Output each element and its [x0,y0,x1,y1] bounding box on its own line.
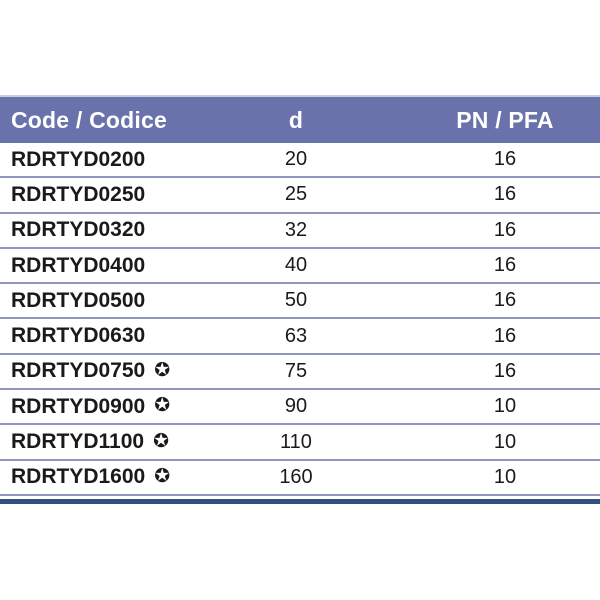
product-code: RDRTYD0320 [11,218,146,242]
diameter-value: 63 [284,324,308,347]
diameter-value: 32 [284,218,308,241]
certified-star-icon: ✪ [154,358,171,381]
product-table: Code / Codice d PN / PFA RDRTYD0200 20 1… [0,95,600,504]
product-code: RDRTYD0400 [11,253,146,277]
pn-pfa-value: 10 [493,465,517,488]
product-code: RDRTYD0750 [11,359,146,383]
table-header-row: Code / Codice d PN / PFA [0,95,600,143]
product-code: RDRTYD1100 [11,430,145,454]
pn-pfa-value: 16 [493,254,517,277]
diameter-value: 50 [284,289,308,312]
table-row: RDRTYD0500 50 16 [0,284,600,320]
column-header-d: d [288,106,304,133]
diameter-value: 40 [284,254,308,277]
table-row: RDRTYD0400 40 16 [0,248,600,285]
diameter-value: 90 [284,395,308,418]
table-row: RDRTYD1100 ✪ 110 10 [0,425,600,461]
table-row: RDRTYD0630 63 16 [0,319,600,355]
certified-star-icon: ✪ [154,464,171,487]
column-header-code: Code / Codice [11,106,167,133]
table-row: RDRTYD0250 25 16 [0,178,600,214]
diameter-value: 20 [284,148,308,171]
product-code: RDRTYD0500 [11,288,146,312]
pn-pfa-value: 10 [493,395,517,418]
table-body: RDRTYD0200 20 16 RDRTYD0250 25 16 RDRTYD… [0,143,600,496]
table-row: RDRTYD0200 20 16 [0,143,600,179]
product-code: RDRTYD0900 [11,394,146,418]
pn-pfa-value: 16 [493,289,517,312]
diameter-value: 160 [279,465,313,488]
product-code: RDRTYD0630 [11,324,146,348]
product-code: RDRTYD0250 [11,182,146,206]
pn-pfa-value: 10 [493,430,517,453]
pn-pfa-value: 16 [493,218,517,241]
pn-pfa-value: 16 [493,148,517,171]
pn-pfa-value: 16 [493,324,517,347]
column-header-pn-pfa: PN / PFA [456,106,554,133]
table-bottom-rule [0,498,600,504]
certified-star-icon: ✪ [154,394,171,417]
diameter-value: 75 [284,359,308,382]
product-code: RDRTYD1600 [11,465,146,489]
certified-star-icon: ✪ [153,429,169,452]
table-row: RDRTYD1600 ✪ 160 10 [0,460,600,496]
pn-pfa-value: 16 [493,183,517,206]
table-row: RDRTYD0900 ✪ 90 10 [0,390,600,426]
product-code: RDRTYD0200 [11,147,146,171]
diameter-value: 25 [284,183,308,206]
table-row: RDRTYD0320 32 16 [0,213,600,249]
pn-pfa-value: 16 [493,359,517,382]
diameter-value: 110 [280,430,312,453]
table-row: RDRTYD0750 ✪ 75 16 [0,354,600,391]
